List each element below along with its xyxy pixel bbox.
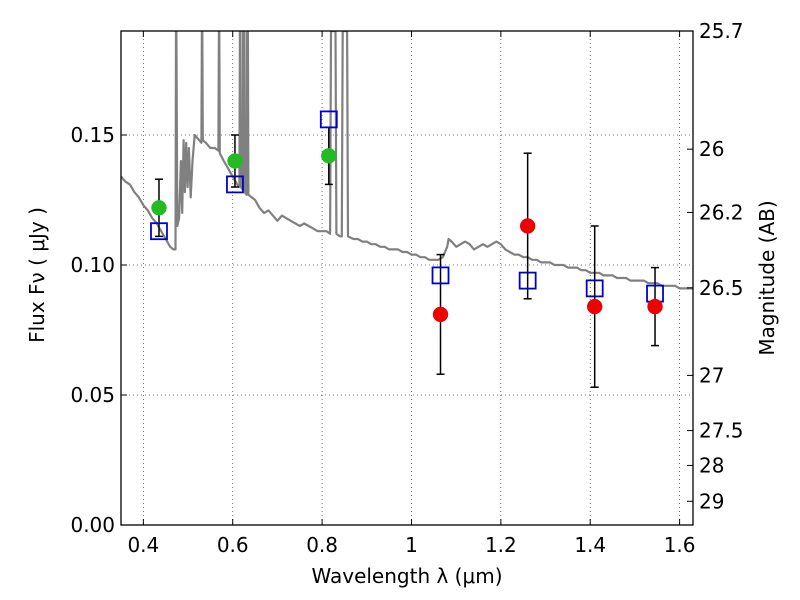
x-tick-label: 1.6 <box>664 533 696 557</box>
observed-point <box>151 200 167 216</box>
x-tick-label: 0.4 <box>127 533 159 557</box>
model-square <box>319 110 338 129</box>
y2-tick-label: 26 <box>699 137 724 161</box>
observed-point <box>647 298 663 315</box>
model-square <box>150 222 168 241</box>
x-axis-label: Wavelength λ (μm) <box>311 564 502 588</box>
y2-axis-label: Magnitude (AB) <box>755 200 779 355</box>
model-square <box>585 279 604 298</box>
spectrum-layer <box>121 31 693 290</box>
model-square <box>518 271 537 290</box>
y-tick-label: 0.15 <box>70 123 115 147</box>
x-tick-label: 1.2 <box>485 533 517 557</box>
observed-point <box>586 298 603 315</box>
y2-tick-label: 26.5 <box>699 276 744 300</box>
y-tick-label: 0.00 <box>70 513 115 537</box>
y2-tick-label: 27 <box>699 363 724 387</box>
y2-tick-label: 27.5 <box>699 419 744 443</box>
spectrum-line <box>121 31 693 290</box>
x-tick-label: 0.6 <box>217 533 249 557</box>
observed-point <box>227 153 243 169</box>
observed-point <box>321 148 337 164</box>
y2-tick-label: 25.7 <box>699 19 744 43</box>
grid <box>121 31 693 526</box>
ticks: 0.4 0.6 0.8 1 1.2 1.4 1.6 0.00 0.05 0.10 0.15 25.7 2… <box>70 19 743 557</box>
y-tick-label: 0.10 <box>70 253 115 277</box>
y2-tick-label: 29 <box>699 489 724 513</box>
markers <box>150 110 664 323</box>
observed-point <box>519 218 536 234</box>
model-square <box>431 266 450 285</box>
y-axis-label: Flux Fν ( μJy ) <box>25 207 49 343</box>
x-tick-label: 1.4 <box>574 533 606 557</box>
observed-point <box>432 306 449 323</box>
y-tick-label: 0.05 <box>70 383 115 407</box>
x-tick-label: 1 <box>405 533 418 557</box>
plot-frame <box>120 30 694 526</box>
x-tick-label: 0.8 <box>306 533 338 557</box>
y2-tick-label: 28 <box>699 453 724 477</box>
model-square <box>226 175 244 194</box>
y2-tick-label: 26.2 <box>699 200 744 224</box>
